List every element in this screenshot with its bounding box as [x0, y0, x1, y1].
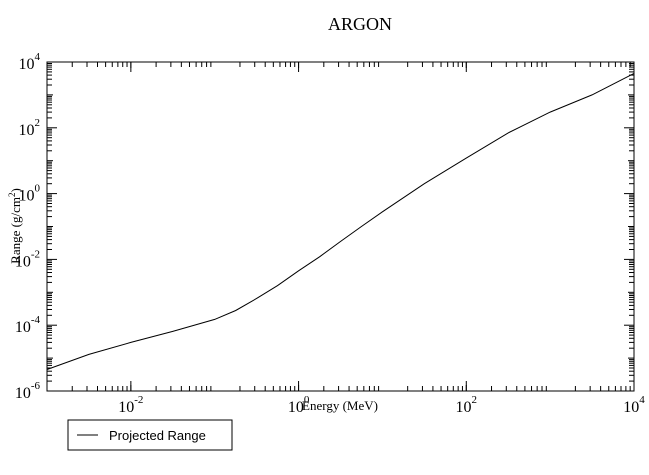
chart-title: ARGON: [328, 14, 392, 34]
y-axis-label-superscript: 2: [7, 193, 17, 198]
x-tick-labels: 10-2 100 102 104: [118, 394, 645, 416]
y-tick-label: 10-2: [15, 248, 40, 270]
x-tick-label: 102: [456, 394, 478, 416]
x-tick-label: 10-2: [118, 394, 143, 416]
y-tick-label: 102: [19, 117, 41, 139]
series-line-projected-range: [46, 72, 635, 370]
y-tick-label: 10-4: [15, 314, 41, 336]
y-axis-label: Range (g/cm2): [7, 188, 23, 264]
legend-label: Projected Range: [109, 428, 206, 443]
y-axis-label-close: ): [8, 188, 23, 192]
y-tick-labels: 10-6 10-4 10-2 100 102 104: [15, 51, 41, 402]
y-tick-label: 10-6: [15, 380, 41, 402]
major-ticks: [47, 61, 635, 392]
legend: Projected Range: [67, 419, 233, 451]
x-axis-label: Energy (MeV): [302, 398, 378, 413]
y-axis-label-text: Range (g/cm: [8, 197, 23, 264]
y-tick-label: 100: [19, 183, 41, 205]
y-tick-label: 104: [19, 51, 41, 73]
x-tick-label: 104: [623, 394, 645, 416]
x-tick-label: 100: [288, 394, 310, 416]
